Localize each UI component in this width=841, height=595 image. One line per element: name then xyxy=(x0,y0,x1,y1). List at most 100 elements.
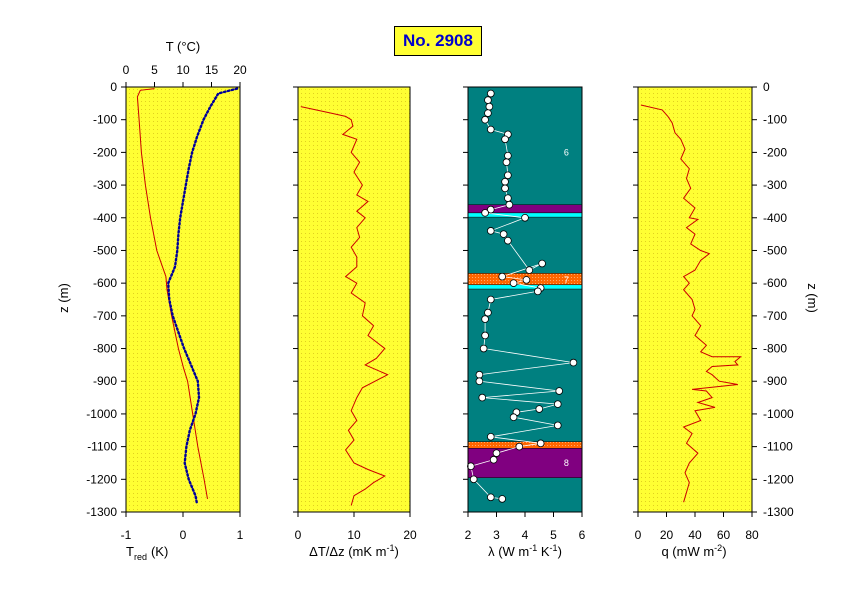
gradient-tick-label: 20 xyxy=(403,528,417,542)
heat-flow-axis-sup: -2 xyxy=(714,543,722,553)
conductivity-data-point xyxy=(479,344,488,353)
conductivity-data-point xyxy=(486,433,495,441)
conductivity-data-point xyxy=(481,315,489,323)
conductivity-data-point xyxy=(504,236,512,245)
conductivity-data-point xyxy=(505,200,514,209)
depth-tick-label-left: -500 xyxy=(93,243,117,257)
temperature-top-tick-label: 0 xyxy=(123,63,130,77)
heat-flow-tick-label: 20 xyxy=(660,528,674,542)
depth-tick-label-right: -1100 xyxy=(763,440,793,454)
depth-tick-label-left: -200 xyxy=(93,145,117,159)
depth-tick-label-left: -1200 xyxy=(86,472,117,486)
tred-tick-label: 0 xyxy=(180,528,187,542)
conductivity-data-point xyxy=(504,194,512,202)
conductivity-data-point xyxy=(486,125,495,134)
temperature-profile-line xyxy=(166,87,239,504)
depth-tick-label-left: -300 xyxy=(93,178,117,192)
heat-flow-panel-frame xyxy=(637,86,753,513)
conductivity-data-point xyxy=(486,205,495,214)
conductivity-tick-label: 2 xyxy=(465,528,472,542)
temperature-bottom-axis-title: Tred (K) xyxy=(126,544,168,562)
conductivity-data-point xyxy=(486,227,495,235)
conductivity-data-point xyxy=(492,449,501,457)
heat-flow-tick-label: 0 xyxy=(635,528,642,542)
conductivity-data-point xyxy=(484,96,492,104)
lithology-unit-label: 7 xyxy=(564,275,569,285)
conductivity-tick-label: 4 xyxy=(522,528,529,542)
depth-tick-label-left: -400 xyxy=(93,211,117,225)
depth-tick-label-left: -700 xyxy=(93,309,117,323)
gradient-axis-sup: -1 xyxy=(386,543,394,553)
depth-tick-label-right: -300 xyxy=(763,178,787,192)
depth-tick-label-right: -1300 xyxy=(763,505,794,519)
conductivity-axis-title: λ (W m-1 K-1) xyxy=(488,543,562,559)
heat-flow-axis-label: q (mW m xyxy=(661,544,714,559)
temperature-panel-bg xyxy=(126,87,240,512)
tred-subscript: red xyxy=(134,552,147,562)
conductivity-data-point xyxy=(535,405,544,413)
conductivity-axis-sup1: -1 xyxy=(529,543,537,553)
depth-tick-label-right: -600 xyxy=(763,276,787,290)
conductivity-data-point xyxy=(481,115,489,124)
lithology-unit-label: 8 xyxy=(564,458,569,468)
conductivity-data-point xyxy=(484,308,492,317)
conductivity-panel-frame xyxy=(467,86,583,513)
heat-flow-panel-bg xyxy=(638,87,752,512)
temperature-top-axis-title: T (°C) xyxy=(166,39,201,54)
gradient-line xyxy=(300,106,389,506)
tred-tick-label: -1 xyxy=(121,528,132,542)
conductivity-data-point xyxy=(489,455,498,464)
conductivity-axis-label: λ (W m xyxy=(488,544,529,559)
conductivity-data-point xyxy=(534,287,542,296)
temperature-top-tick-label: 15 xyxy=(205,63,219,77)
conductivity-data-point xyxy=(486,89,495,98)
gradient-axis-title: ΔT/Δz (mK m-1) xyxy=(309,543,399,559)
heat-flow-line xyxy=(640,104,742,503)
depth-tick-label-left: -1100 xyxy=(87,440,117,454)
depth-tick-label-right: -200 xyxy=(763,145,787,159)
conductivity-data-point xyxy=(486,493,495,502)
conductivity-data-point xyxy=(501,135,509,144)
conductivity-axis-sup2: -1 xyxy=(550,543,558,553)
conductivity-axis-end: ) xyxy=(558,544,562,559)
depth-tick-label-right: -1200 xyxy=(763,472,794,486)
conductivity-data-point xyxy=(469,475,478,484)
conductivity-data-point xyxy=(481,331,489,340)
temperature-top-tick-label: 10 xyxy=(176,63,190,77)
conductivity-data-point xyxy=(501,184,509,193)
heat-flow-tick-label: 80 xyxy=(745,528,759,542)
temperature-top-tick-label: 20 xyxy=(233,63,247,77)
depth-tick-label-left: -100 xyxy=(93,113,117,127)
conductivity-data-point xyxy=(555,387,563,395)
depth-tick-label-left: -1000 xyxy=(86,407,117,421)
depth-axis-title-right: z (m) xyxy=(805,283,820,313)
conductivity-data-point xyxy=(509,279,518,287)
conductivity-data-point xyxy=(522,276,531,284)
depth-tick-label-right: -500 xyxy=(763,243,787,257)
depth-tick-label-right: -1000 xyxy=(763,407,794,421)
conductivity-data-point xyxy=(502,158,511,166)
depth-tick-label-left: -1300 xyxy=(86,505,117,519)
lithology-unit-label: 6 xyxy=(564,147,569,157)
depth-tick-label-left: 0 xyxy=(110,80,117,94)
conductivity-data-point xyxy=(509,413,518,421)
conductivity-tick-label: 3 xyxy=(493,528,500,542)
depth-tick-label-right: -900 xyxy=(763,374,787,388)
depth-tick-label-left: -600 xyxy=(93,276,117,290)
conductivity-data-point xyxy=(515,442,524,451)
temperature-panel-frame xyxy=(125,86,241,513)
conductivity-data-point xyxy=(538,259,546,268)
conductivity-data-point xyxy=(569,358,578,367)
conductivity-data-point xyxy=(504,151,512,160)
conductivity-axis-mid: K xyxy=(537,544,550,559)
conductivity-data-point xyxy=(553,400,562,408)
conductivity-data-point xyxy=(553,421,562,430)
conductivity-data-point xyxy=(499,230,508,238)
conductivity-data-point xyxy=(498,495,507,503)
gradient-axis-label: ΔT/Δz (mK m xyxy=(309,544,386,559)
depth-tick-label-right: -800 xyxy=(763,342,787,356)
chart-title: No. 2908 xyxy=(394,26,482,56)
depth-tick-label-right: -100 xyxy=(763,113,787,127)
tred-unit: (K) xyxy=(151,544,168,559)
heat-flow-tick-label: 40 xyxy=(688,528,702,542)
